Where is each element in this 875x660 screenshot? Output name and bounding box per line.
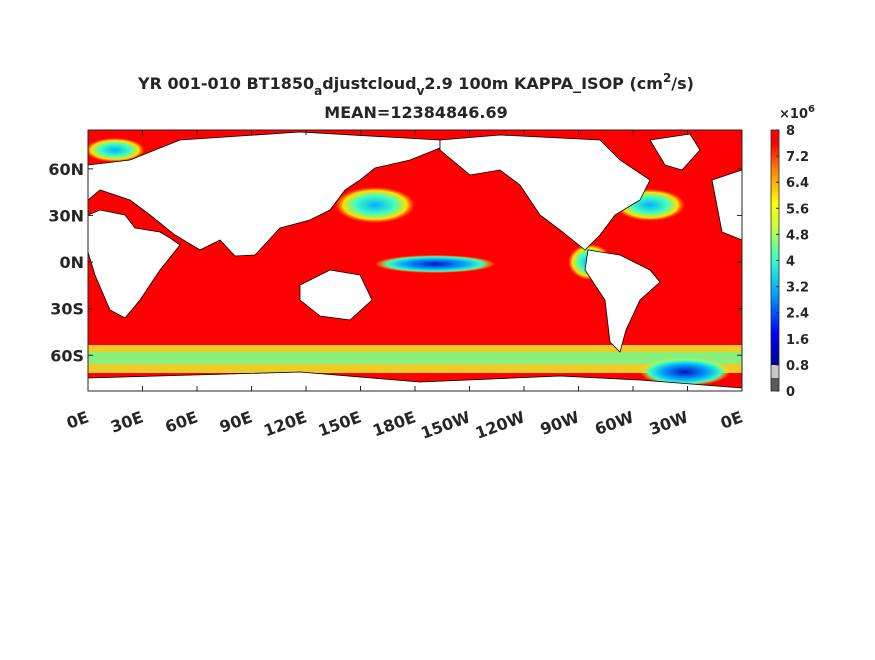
y-tick-label: 60S — [50, 346, 84, 365]
y-tick-label: 30S — [50, 300, 84, 319]
x-tick-label: 90E — [217, 407, 255, 436]
title: YR 001-010 BT1850adjustcloudv2.9 100m KA… — [137, 71, 694, 98]
y-tick-label: 60N — [48, 160, 84, 179]
y-tick-label: 30N — [48, 206, 84, 225]
north-pacific-low — [335, 187, 415, 223]
arctic-low — [88, 138, 145, 162]
title-part: YR 001-010 BT1850 — [137, 74, 314, 93]
title-part: djustcloud — [322, 74, 416, 93]
y-tick-label: 0N — [59, 253, 84, 272]
x-tick-label: 60E — [163, 407, 201, 436]
title-part: 2 — [663, 71, 671, 85]
colorbar-tick-label: 4 — [786, 255, 795, 270]
multiplier-exponent: 6 — [808, 104, 815, 115]
colorbar-tick-label: 4.8 — [786, 228, 809, 243]
x-tick-label: 120W — [473, 407, 528, 442]
colorbar-tick-label: 2.4 — [786, 307, 809, 322]
land — [88, 131, 742, 391]
x-tick-label: 120E — [261, 407, 309, 440]
title-part: a — [314, 84, 322, 98]
x-tick-label: 90W — [538, 407, 582, 439]
colorbar-tick-label: 7.2 — [786, 150, 809, 165]
colorbar-tick-label: 5.6 — [786, 202, 809, 217]
x-tick-label: 60W — [592, 407, 636, 439]
x-tick-label: 0E — [64, 407, 91, 432]
x-tick-label: 180E — [370, 407, 418, 440]
x-tick-label: 30W — [647, 407, 691, 439]
colorbar-tick-label: 6.4 — [786, 176, 809, 191]
colorbar-tick-label: 1.6 — [786, 333, 809, 348]
weddell-low — [640, 358, 730, 386]
title-part: v — [417, 84, 425, 98]
colorbar-tick-label: 0 — [786, 385, 795, 400]
subtitle: MEAN=12384846.69 — [324, 103, 507, 122]
colorbar-tick-label: 0.8 — [786, 359, 809, 374]
colorbar-tick-label: 8 — [786, 124, 795, 139]
x-tick-label: 150W — [418, 407, 473, 442]
map-field — [88, 130, 742, 391]
multiplier-base: ×10 — [779, 107, 808, 122]
colorbar-multiplier: ×106 — [779, 104, 815, 122]
title-part: /s) — [671, 74, 694, 93]
southern-band-core — [88, 352, 742, 364]
x-tick-label: 30E — [108, 407, 146, 436]
equatorial-low — [375, 255, 495, 273]
title-part: 2.9 100m KAPPA_ISOP (cm — [424, 74, 663, 93]
colorbar-tick-label: 3.2 — [786, 281, 809, 296]
x-tick-label: 0E — [718, 407, 745, 432]
x-tick-label: 150E — [316, 407, 364, 440]
